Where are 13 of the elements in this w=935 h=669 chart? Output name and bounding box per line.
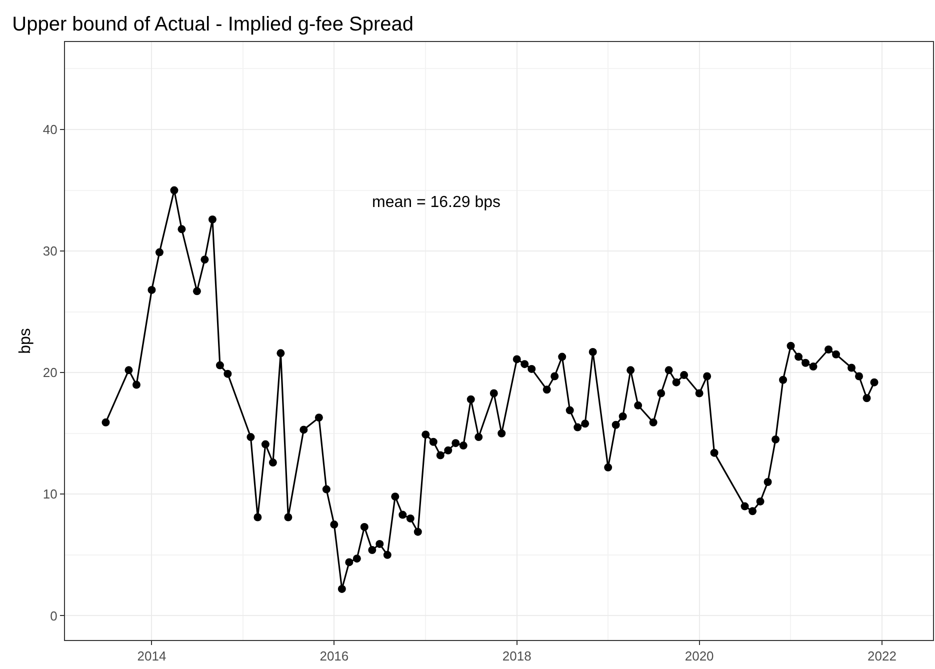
x-tick-label: 2022 bbox=[868, 648, 896, 664]
y-tick-label: 40 bbox=[42, 122, 58, 138]
y-tick-label: 20 bbox=[42, 365, 58, 380]
x-tick-label: 2018 bbox=[502, 648, 532, 664]
y-tick-label: 30 bbox=[42, 244, 58, 259]
x-tick-label: 2020 bbox=[684, 648, 714, 664]
x-tick-label: 2016 bbox=[320, 648, 349, 664]
y-tick-label: 10 bbox=[42, 486, 58, 502]
y-axis-title: bps bbox=[16, 328, 34, 354]
chart-title: Upper bound of Actual - Implied g-fee Spread bbox=[12, 14, 414, 36]
annotation: mean = 16.29 bps bbox=[372, 194, 501, 211]
x-tick-label: 2014 bbox=[137, 648, 166, 664]
y-tick-label: 0 bbox=[50, 608, 58, 624]
